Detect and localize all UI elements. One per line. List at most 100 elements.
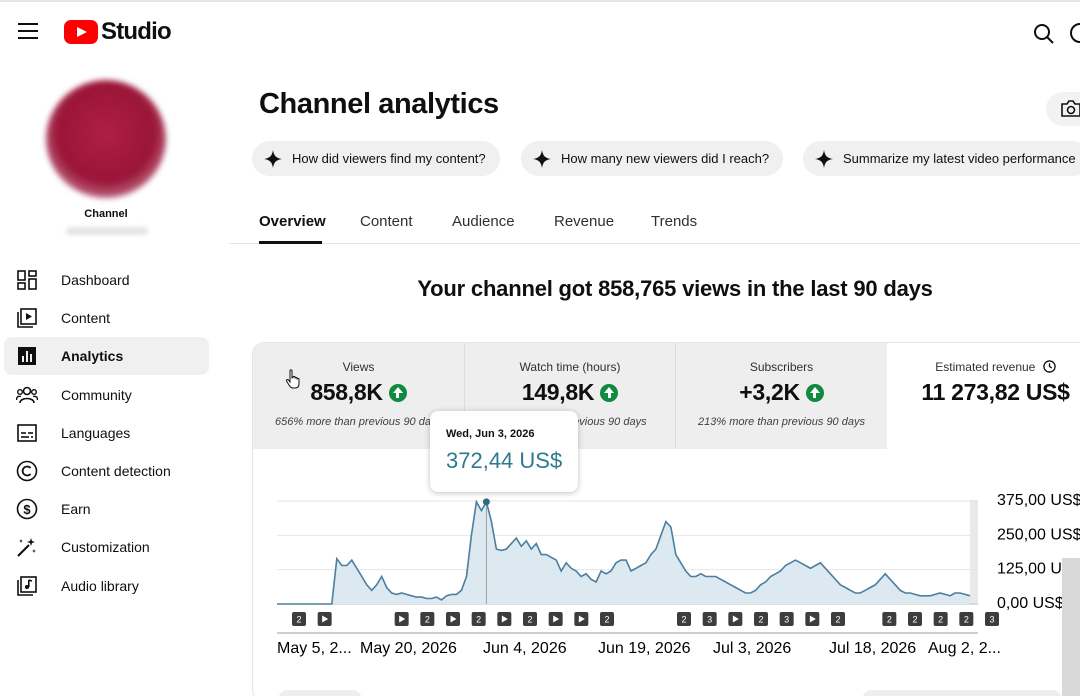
video-marker[interactable] bbox=[548, 612, 563, 626]
tab-trends[interactable]: Trends bbox=[651, 213, 698, 230]
metric-title: Subscribers bbox=[749, 360, 814, 374]
metrics-panel: Views 858,8K 656% more than previous 90 … bbox=[252, 342, 1080, 696]
tab-content[interactable]: Content bbox=[360, 213, 413, 230]
play-icon bbox=[553, 615, 560, 623]
channel-handle-blurred bbox=[66, 227, 148, 235]
see-more-button-right[interactable] bbox=[862, 690, 1062, 696]
x-tick-label: Jun 19, 2026 bbox=[598, 640, 691, 657]
sidebar-item-content[interactable]: Content bbox=[4, 299, 209, 337]
card-divider bbox=[675, 343, 676, 449]
upload-count-marker[interactable]: 2 bbox=[420, 612, 435, 626]
metric-card-estimated-revenue[interactable]: Estimated revenue 11 273,82 US$ bbox=[888, 343, 1080, 449]
x-tick-label: Jul 3, 2026 bbox=[713, 640, 791, 657]
see-more-button-left[interactable] bbox=[278, 690, 362, 696]
suggestion-chip-summary[interactable]: Summarize my latest video performance bbox=[803, 141, 1080, 176]
sidebar-item-customization[interactable]: Customization bbox=[4, 528, 209, 566]
tab-overview[interactable]: Overview bbox=[259, 213, 326, 230]
marker-count: 2 bbox=[296, 615, 301, 625]
upload-count-marker[interactable]: 2 bbox=[933, 612, 948, 626]
sidebar-item-label: Community bbox=[61, 386, 132, 403]
upload-count-marker[interactable]: 3 bbox=[702, 612, 717, 626]
trend-up-icon bbox=[388, 383, 407, 402]
sidebar-item-label: Content bbox=[61, 310, 111, 327]
search-icon[interactable] bbox=[1032, 22, 1056, 46]
menu-icon[interactable] bbox=[18, 23, 38, 39]
sparkle-icon bbox=[264, 149, 282, 168]
screenshot-button[interactable] bbox=[1046, 92, 1080, 126]
video-marker[interactable] bbox=[317, 612, 332, 626]
sidebar-item-community[interactable]: Community bbox=[4, 376, 209, 414]
video-marker[interactable] bbox=[446, 612, 460, 626]
upload-count-marker[interactable]: 2 bbox=[959, 612, 974, 626]
upload-count-marker[interactable]: 2 bbox=[292, 612, 306, 626]
suggestion-chip-traffic[interactable]: How did viewers find my content? bbox=[252, 141, 500, 176]
sidebar-item-languages[interactable]: Languages bbox=[4, 414, 209, 452]
upload-count-marker[interactable]: 2 bbox=[677, 612, 691, 626]
marker-box bbox=[523, 612, 537, 626]
tooltip-date: Wed, Jun 3, 2026 bbox=[446, 428, 535, 440]
dashboard-icon bbox=[16, 269, 38, 291]
sidebar-item-content-detection[interactable]: Content detection bbox=[4, 452, 209, 490]
marker-box bbox=[702, 612, 717, 626]
analytics-tabs: Overview Content Audience Revenue Trends bbox=[229, 205, 1080, 244]
metric-card-subscribers[interactable]: Subscribers +3,2K 213% more than previou… bbox=[676, 343, 887, 449]
sidebar-item-label: Customization bbox=[61, 539, 150, 556]
metric-value: 11 273,82 US$ bbox=[921, 379, 1070, 405]
metric-value-row: 149,8K bbox=[465, 379, 675, 406]
sidebar-item-label: Analytics bbox=[61, 348, 124, 365]
upload-count-marker[interactable]: 3 bbox=[779, 612, 794, 626]
video-marker[interactable] bbox=[574, 612, 589, 626]
upload-count-marker[interactable]: 2 bbox=[471, 612, 486, 626]
x-tick-label: May 5, 2... bbox=[277, 640, 352, 657]
sidebar-item-earn[interactable]: $ Earn bbox=[4, 490, 209, 528]
summary-headline: Your channel got 858,765 views in the la… bbox=[417, 276, 933, 301]
metric-value: +3,2K bbox=[739, 379, 800, 405]
metric-card-views[interactable]: Views 858,8K 656% more than previous 90 … bbox=[253, 343, 464, 449]
upload-count-marker[interactable]: 2 bbox=[754, 612, 768, 626]
sidebar-item-analytics[interactable]: Analytics bbox=[4, 337, 209, 376]
help-icon[interactable] bbox=[1070, 23, 1080, 43]
upload-count-marker[interactable]: 3 bbox=[985, 612, 999, 626]
marker-box bbox=[677, 612, 691, 626]
upload-count-marker[interactable]: 2 bbox=[523, 612, 537, 626]
upload-count-marker[interactable]: 2 bbox=[831, 612, 845, 626]
studio-logo[interactable]: Studio bbox=[64, 18, 172, 46]
upload-count-marker[interactable]: 2 bbox=[600, 612, 614, 626]
upload-count-marker[interactable]: 2 bbox=[882, 612, 897, 626]
marker-count: 3 bbox=[989, 615, 994, 625]
video-marker[interactable] bbox=[497, 612, 512, 626]
marker-box bbox=[600, 612, 614, 626]
magic-wand-icon bbox=[16, 536, 38, 558]
tab-revenue[interactable]: Revenue bbox=[554, 213, 615, 230]
tooltip-value: 372,44 US$ bbox=[446, 448, 563, 473]
channel-avatar[interactable] bbox=[46, 80, 166, 198]
sidebar-item-label: Languages bbox=[61, 424, 131, 441]
marker-count: 2 bbox=[758, 615, 763, 625]
sidebar-item-audio-library[interactable]: Audio library bbox=[4, 567, 209, 605]
marker-count: 2 bbox=[938, 615, 943, 625]
marker-box bbox=[420, 612, 435, 626]
x-tick-label: Jul 18, 2026 bbox=[829, 640, 916, 657]
sidebar-item-dashboard[interactable]: Dashboard bbox=[4, 261, 209, 299]
play-icon bbox=[450, 615, 457, 623]
video-marker[interactable] bbox=[728, 612, 743, 626]
sidebar-item-label: Content detection bbox=[61, 462, 171, 479]
tab-audience[interactable]: Audience bbox=[452, 213, 515, 230]
suggestion-chip-new-viewers[interactable]: How many new viewers did I reach? bbox=[521, 141, 784, 176]
upload-count-marker[interactable]: 2 bbox=[908, 612, 922, 626]
metric-title-row: Estimated revenue bbox=[888, 360, 1080, 374]
logo-text: Studio bbox=[101, 18, 172, 45]
sidebar-nav: Dashboard Content Analytics Community La… bbox=[4, 261, 209, 605]
play-icon bbox=[399, 615, 406, 623]
play-icon bbox=[809, 615, 816, 623]
sparkle-icon bbox=[533, 149, 551, 168]
video-marker[interactable] bbox=[805, 612, 820, 626]
marker-count: 3 bbox=[784, 615, 789, 625]
y-tick-label: 0,00 US$ bbox=[997, 595, 1064, 612]
video-marker[interactable] bbox=[394, 612, 409, 626]
page-scrollbar[interactable] bbox=[1062, 558, 1080, 696]
marker-box bbox=[292, 612, 306, 626]
series-line bbox=[277, 499, 971, 605]
marker-count: 2 bbox=[887, 615, 892, 625]
